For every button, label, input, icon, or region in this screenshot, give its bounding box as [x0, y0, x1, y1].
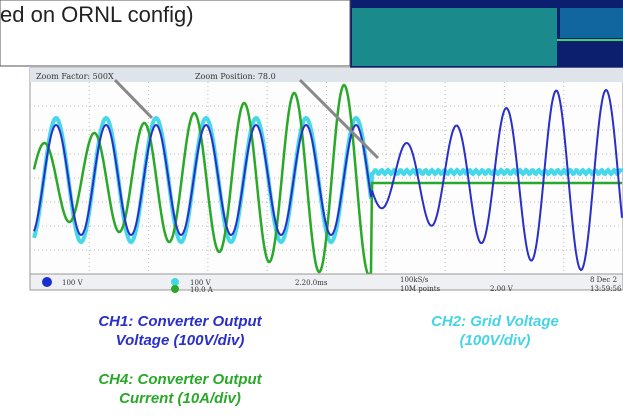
status-text: 13:59:56	[590, 285, 622, 293]
scope-capture: Zoom Factor: 500X Zoom Position: 78.0 ed…	[0, 0, 623, 300]
inset-panel	[560, 8, 623, 38]
caption-line: CH4: Converter Output	[40, 370, 320, 389]
inset-panel	[352, 8, 557, 66]
status-text: 2.20.0ms	[295, 279, 328, 287]
ch4-badge	[171, 285, 179, 293]
slide: Zoom Factor: 500X Zoom Position: 78.0 ed…	[0, 0, 623, 416]
caption-line: Voltage (100V/div)	[40, 331, 320, 350]
caption-line: (100V/div)	[380, 331, 610, 350]
caption-ch2: CH2: Grid Voltage (100V/div)	[380, 312, 610, 350]
status-text: 10.0 A	[190, 286, 214, 294]
zoom-factor: Zoom Factor: 500X	[36, 72, 114, 81]
zoom-bar	[30, 68, 623, 82]
status-text: 8 Dec 2	[590, 276, 617, 284]
caption-line: CH1: Converter Output	[40, 312, 320, 331]
caption-ch1: CH1: Converter Output Voltage (100V/div)	[40, 312, 320, 350]
status-text: 2.00 V	[490, 285, 514, 293]
ch2-badge	[171, 278, 179, 286]
caption-line: CH2: Grid Voltage	[380, 312, 610, 331]
zoom-position: Zoom Position: 78.0	[195, 72, 276, 81]
status-text: 100kS/s	[400, 276, 429, 284]
status-text: 100 V	[62, 279, 84, 287]
ch1-badge	[42, 277, 52, 287]
caption-line: Current (10A/div)	[40, 389, 320, 408]
note: ed on ORNL config)	[0, 2, 194, 27]
status-text: 10M points	[400, 285, 441, 293]
caption-ch4: CH4: Converter Output Current (10A/div)	[40, 370, 320, 408]
